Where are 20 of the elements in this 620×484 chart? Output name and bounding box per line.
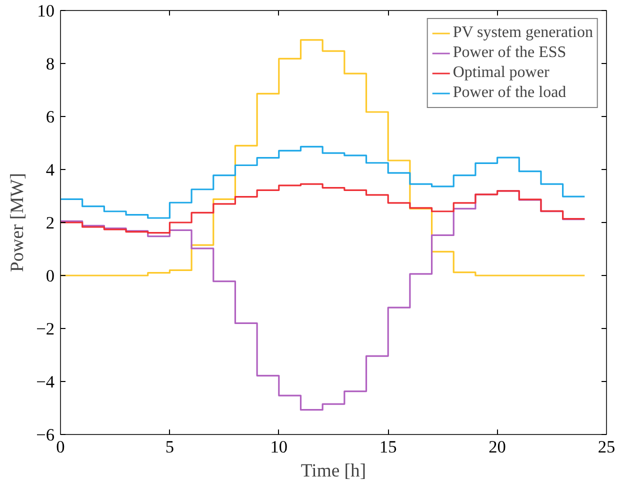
x-tick-label: 25 (598, 438, 616, 456)
y-tick-label: 4 (46, 160, 55, 180)
x-axis-title: Time [h] (300, 460, 366, 482)
x-tick-label: 20 (488, 438, 506, 456)
x-tick-label: 15 (379, 438, 397, 456)
y-tick-label: 10 (37, 2, 54, 20)
y-axis-title: Power [MW] (7, 173, 28, 272)
legend-label: PV system generation (452, 24, 593, 42)
x-tick-label: 5 (165, 438, 174, 456)
y-tick-label: −6 (36, 426, 55, 444)
y-tick-label: 2 (46, 214, 55, 232)
y-tick-label: −4 (36, 372, 55, 392)
x-tick-label: 10 (270, 438, 288, 456)
legend-label: Power of the load (452, 84, 566, 102)
y-tick-label: 8 (46, 54, 55, 74)
legend-label: Optimal power (452, 64, 550, 82)
y-tick-label: −2 (36, 320, 54, 338)
legend-label: Power of the ESS (452, 44, 566, 62)
y-tick-label: 0 (46, 266, 55, 286)
y-tick-label: 6 (46, 108, 55, 126)
